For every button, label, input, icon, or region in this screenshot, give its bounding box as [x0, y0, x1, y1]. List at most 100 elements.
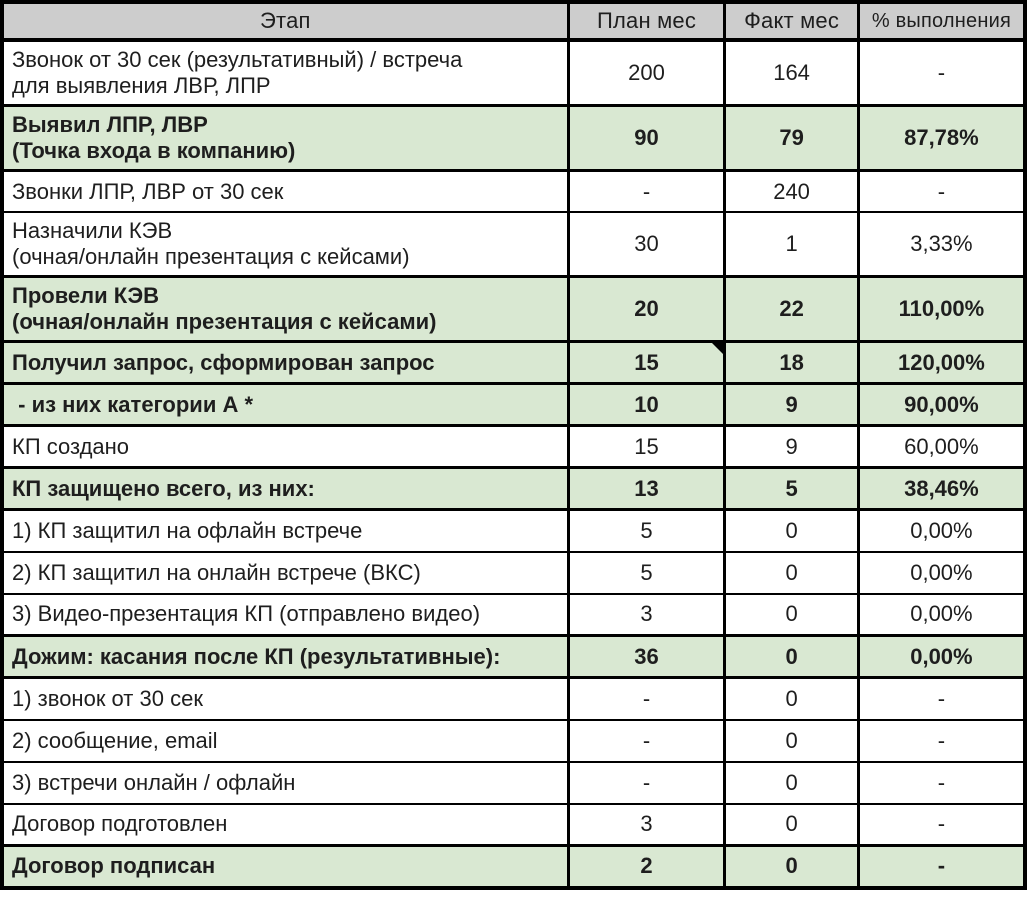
cell-stage-label[interactable]: КП создано — [0, 424, 570, 469]
cell-percent-value[interactable]: - — [856, 718, 1027, 763]
cell-text: 90 — [634, 124, 659, 150]
cell-text: 36 — [634, 643, 659, 669]
cell-fact-value[interactable]: 0 — [723, 676, 860, 721]
cell-percent-value[interactable]: 0,00% — [856, 550, 1027, 595]
cell-plan-value[interactable]: 13 — [566, 466, 727, 512]
cell-text: - — [937, 769, 946, 795]
cell-plan-value[interactable]: 30 — [566, 211, 727, 278]
cell-plan-value[interactable]: 200 — [566, 38, 727, 107]
cell-text: 2 — [640, 853, 653, 879]
cell-percent-value[interactable]: 120,00% — [856, 340, 1027, 386]
cell-note-marker-icon[interactable] — [712, 344, 722, 355]
cell-stage-label[interactable]: Договор подготовлен — [0, 802, 570, 847]
cell-text: 1) звонок от 30 сек — [12, 685, 203, 711]
column-header-stage[interactable]: Этап — [0, 0, 570, 42]
cell-text: 110,00% — [898, 296, 985, 322]
cell-plan-value[interactable]: 36 — [566, 634, 727, 680]
cell-stage-label[interactable]: 1) звонок от 30 сек — [0, 676, 570, 721]
cell-plan-value[interactable]: 15 — [566, 424, 727, 469]
cell-stage-label[interactable]: Провели КЭВ (очная/онлайн презентация с … — [0, 275, 570, 344]
cell-fact-value[interactable]: 0 — [723, 718, 860, 763]
column-header-plan-month[interactable]: План мес — [566, 0, 727, 42]
cell-fact-value[interactable]: 0 — [723, 550, 860, 595]
cell-plan-value[interactable]: 3 — [566, 802, 727, 847]
cell-fact-value[interactable]: 18 — [723, 340, 860, 386]
cell-fact-value[interactable]: 9 — [723, 424, 860, 469]
cell-stage-label[interactable]: Звонок от 30 сек (результативный) / встр… — [0, 38, 570, 107]
table-row: 1) звонок от 30 сек - 0 - — [0, 676, 1027, 721]
cell-fact-value[interactable]: 240 — [723, 169, 860, 214]
cell-stage-label[interactable]: 1) КП защитил на офлайн встрече — [0, 508, 570, 553]
cell-plan-value[interactable]: 5 — [566, 550, 727, 595]
cell-fact-value[interactable]: 0 — [723, 592, 860, 637]
cell-text: 15 — [634, 349, 659, 375]
cell-percent-value[interactable]: 38,46% — [856, 466, 1027, 512]
cell-fact-value[interactable]: 0 — [723, 508, 860, 553]
cell-stage-label[interactable]: КП защищено всего, из них: — [0, 466, 570, 512]
cell-text: - — [937, 178, 946, 204]
cell-plan-value[interactable]: 3 — [566, 592, 727, 637]
cell-text: 0 — [785, 727, 798, 753]
cell-plan-value[interactable]: - — [566, 169, 727, 214]
cell-text: 0 — [785, 559, 798, 585]
cell-plan-value[interactable]: 15 — [566, 340, 727, 386]
cell-percent-value[interactable]: - — [856, 844, 1027, 890]
cell-fact-value[interactable]: 0 — [723, 634, 860, 680]
cell-text: Договор подписан — [12, 853, 216, 879]
cell-plan-value[interactable]: 5 — [566, 508, 727, 553]
cell-fact-value[interactable]: 1 — [723, 211, 860, 278]
cell-text: - — [937, 685, 946, 711]
cell-percent-value[interactable]: 60,00% — [856, 424, 1027, 469]
cell-stage-label[interactable]: - из них категории А * — [0, 382, 570, 428]
table-row: КП создано 15 9 60,00% — [0, 424, 1027, 469]
cell-stage-label[interactable]: Выявил ЛПР, ЛВР (Точка входа в компанию) — [0, 103, 570, 172]
cell-stage-label[interactable]: Получил запрос, сформирован запрос — [0, 340, 570, 386]
cell-stage-label[interactable]: Звонки ЛПР, ЛВР от 30 сек — [0, 169, 570, 214]
cell-percent-value[interactable]: 0,00% — [856, 508, 1027, 553]
cell-percent-value[interactable]: 0,00% — [856, 592, 1027, 637]
column-header-percent-complete[interactable]: % выполнения — [856, 0, 1027, 42]
cell-fact-value[interactable]: 9 — [723, 382, 860, 428]
cell-percent-value[interactable]: 3,33% — [856, 211, 1027, 278]
cell-stage-label[interactable]: 2) сообщение, email — [0, 718, 570, 763]
cell-percent-value[interactable]: 110,00% — [856, 275, 1027, 344]
table-header: Этап План мес Факт мес % выполнения — [0, 0, 1027, 42]
cell-plan-value[interactable]: 20 — [566, 275, 727, 344]
cell-percent-value[interactable]: - — [856, 38, 1027, 107]
cell-text: Звонок от 30 сек (результативный) / встр… — [12, 47, 463, 98]
cell-percent-value[interactable]: - — [856, 676, 1027, 721]
cell-plan-value[interactable]: 10 — [566, 382, 727, 428]
cell-plan-value[interactable]: 90 — [566, 103, 727, 172]
cell-text: 60,00% — [904, 433, 979, 459]
cell-percent-value[interactable]: 87,78% — [856, 103, 1027, 172]
cell-fact-value[interactable]: 5 — [723, 466, 860, 512]
cell-stage-label[interactable]: 2) КП защитил на онлайн встрече (ВКС) — [0, 550, 570, 595]
cell-percent-value[interactable]: - — [856, 802, 1027, 847]
column-header-fact-month[interactable]: Факт мес — [723, 0, 860, 42]
cell-stage-label[interactable]: 3) встречи онлайн / офлайн — [0, 760, 570, 805]
cell-text: 0 — [785, 643, 798, 669]
cell-plan-value[interactable]: - — [566, 676, 727, 721]
cell-fact-value[interactable]: 22 — [723, 275, 860, 344]
cell-fact-value[interactable]: 0 — [723, 844, 860, 890]
cell-stage-label[interactable]: Договор подписан — [0, 844, 570, 890]
cell-text: Звонки ЛПР, ЛВР от 30 сек — [12, 178, 284, 204]
cell-fact-value[interactable]: 0 — [723, 760, 860, 805]
cell-plan-value[interactable]: - — [566, 760, 727, 805]
cell-fact-value[interactable]: 164 — [723, 38, 860, 107]
cell-stage-label[interactable]: 3) Видео-презентация КП (отправлено виде… — [0, 592, 570, 637]
table-row: Договор подготовлен 3 0 - — [0, 802, 1027, 847]
cell-plan-value[interactable]: - — [566, 718, 727, 763]
cell-text: 3) встречи онлайн / офлайн — [12, 769, 296, 795]
table-row: 2) КП защитил на онлайн встрече (ВКС) 5 0 0… — [0, 550, 1027, 595]
cell-stage-label[interactable]: Дожим: касания после КП (результативные)… — [0, 634, 570, 680]
cell-fact-value[interactable]: 0 — [723, 802, 860, 847]
cell-percent-value[interactable]: 0,00% — [856, 634, 1027, 680]
table-row-summary: Договор подписан 2 0 - — [0, 844, 1027, 890]
cell-percent-value[interactable]: - — [856, 760, 1027, 805]
cell-fact-value[interactable]: 79 — [723, 103, 860, 172]
cell-percent-value[interactable]: - — [856, 169, 1027, 214]
cell-percent-value[interactable]: 90,00% — [856, 382, 1027, 428]
cell-plan-value[interactable]: 2 — [566, 844, 727, 890]
cell-stage-label[interactable]: Назначили КЭВ (очная/онлайн презентация … — [0, 211, 570, 278]
